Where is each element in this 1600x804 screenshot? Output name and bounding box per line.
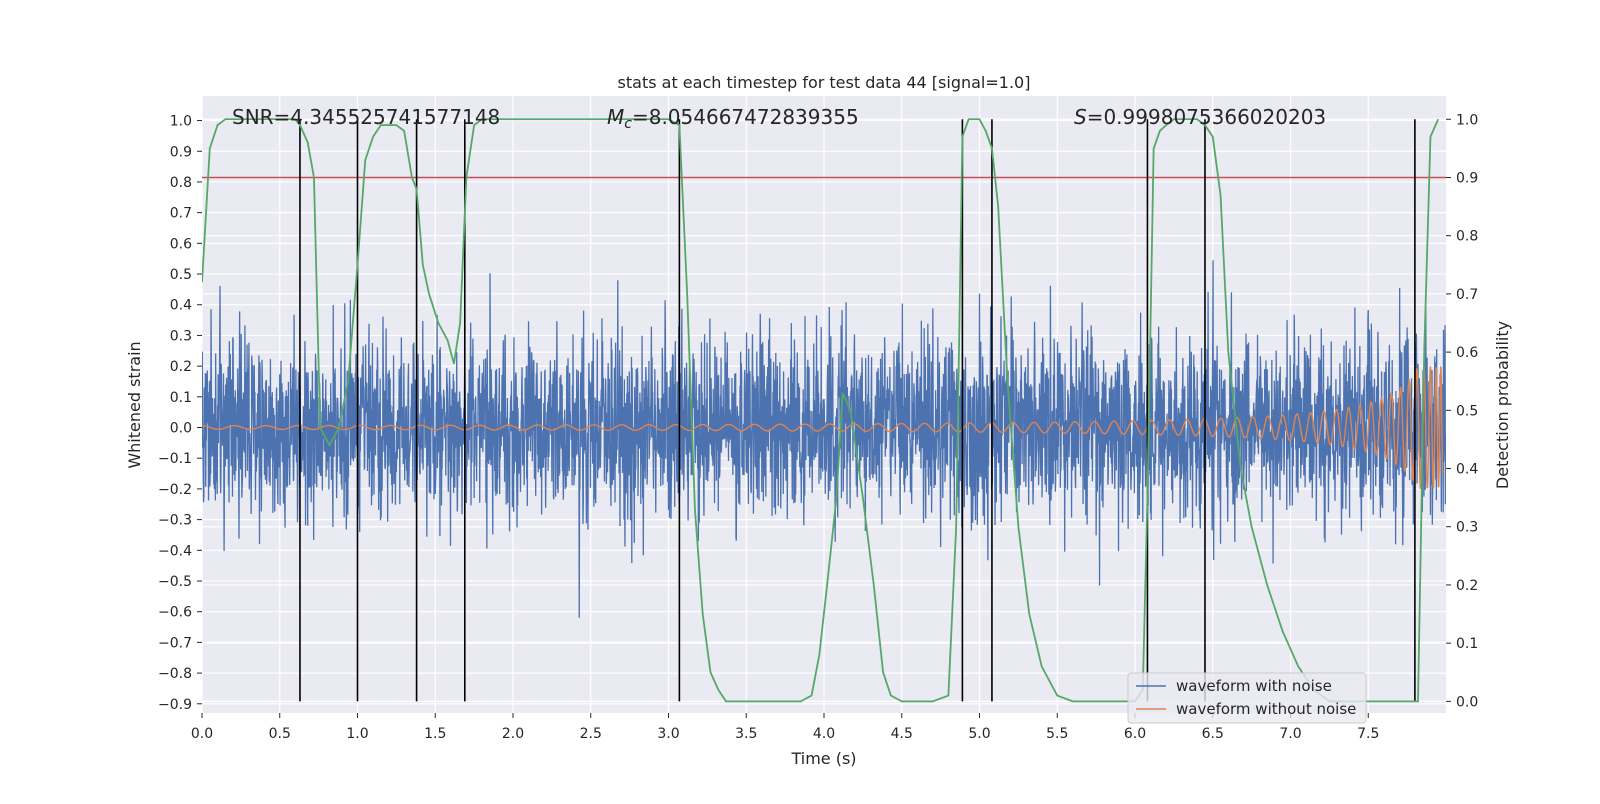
y-right-tick-label: 1.0	[1456, 112, 1478, 128]
series-waveform-with-noise	[202, 260, 1446, 618]
y-right-tick-label: 0.1	[1456, 636, 1478, 652]
x-tick-label: 1.0	[346, 726, 368, 742]
y-tick-label: 0.3	[170, 328, 192, 344]
snr-annotation: SNR=4.345525741577148	[232, 105, 500, 129]
y-right-tick-label: 0.4	[1456, 462, 1478, 478]
y-tick-label: −0.5	[158, 574, 192, 590]
y-axis-right-label: Detection probability	[1493, 321, 1512, 489]
chirp-mass-subscript: c	[624, 116, 632, 132]
y-tick-label: 0.7	[170, 206, 192, 222]
y-tick-label: 0.0	[170, 421, 192, 437]
x-axis-label: Time (s)	[790, 749, 856, 768]
x-tick-label: 0.0	[191, 726, 213, 742]
y-tick-label: −0.2	[158, 482, 192, 498]
s-annotation: S=0.9998075366020203	[1074, 105, 1326, 129]
x-tick-label: 5.5	[1046, 726, 1068, 742]
x-tick-label: 5.0	[968, 726, 990, 742]
x-tick-label: 7.0	[1279, 726, 1301, 742]
y-tick-label: 0.8	[170, 175, 192, 191]
y-tick-label: 0.2	[170, 359, 192, 375]
y-tick-label: 0.1	[170, 390, 192, 406]
y-tick-label: −0.8	[158, 666, 192, 682]
y-axis-right-ticks: 1.0 0.9 0.8 0.7 0.6 0.5 0.4 0.3 0.2 0.1 0.0	[1446, 112, 1478, 710]
legend-box	[1127, 672, 1367, 724]
chart-title: stats at each timestep for test data 44 …	[618, 73, 1031, 92]
series-detection-probability	[202, 118, 1440, 703]
x-tick-label: 3.0	[657, 726, 679, 742]
y-right-tick-label: 0.0	[1456, 694, 1478, 710]
y-axis-left-label: Whitened strain	[125, 341, 144, 468]
y-tick-label: −0.1	[158, 451, 192, 467]
y-tick-label: −0.3	[158, 513, 192, 529]
s-symbol: S	[1074, 105, 1087, 129]
y-axis-left-ticks: 1.0 0.9 0.8 0.7 0.6 0.5 0.4 0.3 0.2 0.1 0.0 −0.1 −0.…	[158, 114, 202, 713]
y-tick-label: −0.7	[158, 635, 192, 651]
x-tick-label: 3.5	[735, 726, 757, 742]
y-tick-label: 0.4	[170, 298, 192, 314]
y-right-tick-label: 0.7	[1456, 287, 1478, 303]
y-right-tick-label: 0.5	[1456, 403, 1478, 419]
y-right-tick-label: 0.2	[1456, 578, 1478, 594]
x-tick-label: 7.5	[1357, 726, 1379, 742]
x-tick-label: 4.0	[813, 726, 835, 742]
y-tick-label: 0.5	[170, 267, 192, 283]
y-tick-label: −0.6	[158, 605, 192, 621]
y-tick-label: −0.9	[158, 697, 192, 713]
x-tick-label: 2.5	[580, 726, 602, 742]
noise-waveform-line	[202, 260, 1446, 618]
legend-label-noise: waveform with noise	[1176, 677, 1332, 695]
y-tick-label: 0.6	[170, 236, 192, 252]
legend: waveform with noise waveform without noi…	[1127, 672, 1367, 724]
x-tick-label: 4.5	[891, 726, 913, 742]
x-tick-label: 6.0	[1124, 726, 1146, 742]
y-tick-label: 1.0	[170, 114, 192, 130]
legend-label-clean: waveform without noise	[1176, 700, 1356, 718]
chirp-mass-annotation: Mc=8.054667472839355	[607, 105, 859, 132]
x-tick-label: 1.5	[424, 726, 446, 742]
chirp-mass-value: =8.054667472839355	[632, 105, 859, 129]
chirp-mass-symbol: M	[607, 105, 624, 129]
y-right-tick-label: 0.6	[1456, 345, 1478, 361]
probability-line	[202, 118, 1440, 703]
s-value: =0.9998075366020203	[1087, 105, 1326, 129]
x-axis-ticks: 0.0 0.5 1.0 1.5 2.0 2.5 3.0 3.5 4.0 4.5 5.0 5.5 6.0 6…	[191, 713, 1379, 742]
y-tick-label: −0.4	[158, 543, 192, 559]
y-right-tick-label: 0.9	[1456, 170, 1478, 186]
y-right-tick-label: 0.3	[1456, 520, 1478, 536]
x-tick-label: 2.0	[502, 726, 524, 742]
y-tick-label: 0.9	[170, 144, 192, 160]
y-right-tick-label: 0.8	[1456, 229, 1478, 245]
x-tick-label: 0.5	[269, 726, 291, 742]
x-tick-label: 6.5	[1202, 726, 1224, 742]
